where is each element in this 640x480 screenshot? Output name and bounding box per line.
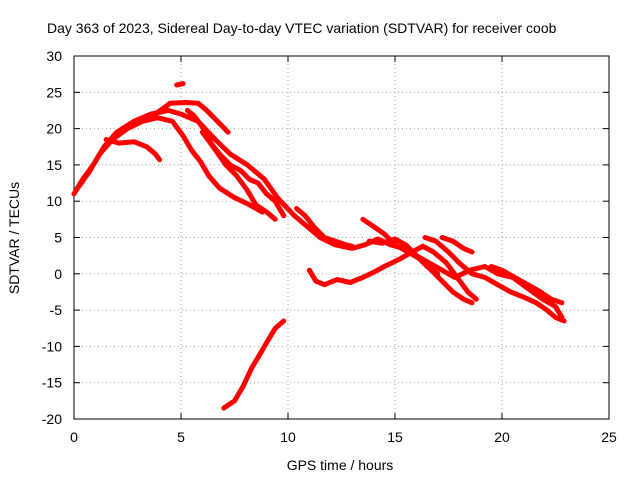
- series-arc-2: [73, 115, 265, 215]
- y-tick-label: 5: [54, 230, 62, 246]
- series-arc-7: [199, 129, 278, 222]
- x-tick-label: 15: [387, 429, 403, 445]
- series-arc-5: [174, 81, 186, 88]
- x-axis-label: GPS time / hours: [287, 457, 394, 473]
- series-arc-3: [103, 137, 163, 163]
- series-arc-8: [221, 318, 287, 411]
- y-tick-label: 25: [46, 84, 62, 100]
- x-tick-label: 20: [494, 429, 510, 445]
- x-tick-label: 25: [601, 429, 617, 445]
- y-tick-label: 15: [46, 157, 62, 173]
- y-axis-label: SDTVAR / TECUs: [6, 182, 22, 294]
- y-tick-label: -15: [42, 375, 62, 391]
- x-tick-label: 0: [70, 429, 78, 445]
- series-arc-10: [306, 243, 479, 302]
- series-arc-12: [422, 235, 567, 324]
- series-arc-6: [184, 107, 287, 219]
- data-series: [71, 81, 567, 411]
- y-tick-label: -10: [42, 338, 62, 354]
- series-arc-13: [439, 235, 475, 255]
- y-tick-label: 30: [46, 48, 62, 64]
- y-tick-label: 0: [54, 266, 62, 282]
- series-arc-15: [366, 236, 441, 277]
- x-tick-label: 10: [280, 429, 296, 445]
- grid: [74, 56, 609, 419]
- series-arc-4: [140, 100, 231, 135]
- y-tick-label: 20: [46, 121, 62, 137]
- series-arc-14: [488, 264, 565, 306]
- chart-title: Day 363 of 2023, Sidereal Day-to-day VTE…: [47, 20, 557, 36]
- axis-ticks: 0 5 10 15 20 25 -20 -15 -10 -5 0 5 10 15 20 25 30: [42, 48, 617, 445]
- x-tick-label: 5: [177, 429, 185, 445]
- y-tick-label: 10: [46, 193, 62, 209]
- series-arc-1: [71, 107, 565, 320]
- series-arc-9: [294, 206, 355, 249]
- y-tick-label: -20: [42, 411, 62, 427]
- y-tick-label: -5: [50, 302, 63, 318]
